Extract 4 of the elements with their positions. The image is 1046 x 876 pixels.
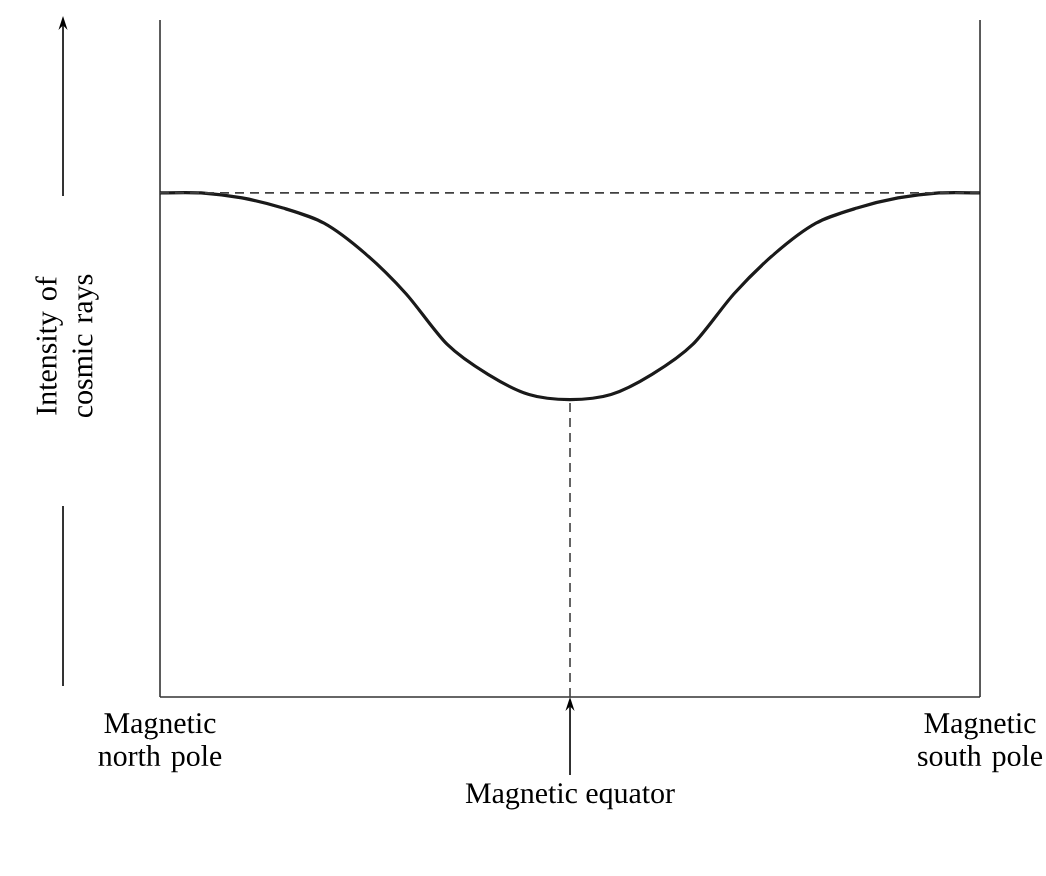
x-tick-label: Magnetic north pole <box>98 713 222 773</box>
text: Magnetic equator <box>465 783 675 810</box>
y-axis-title: Intensity of cosmic rays <box>35 274 99 418</box>
x-tick-label: Magnetic south pole <box>918 713 1043 773</box>
